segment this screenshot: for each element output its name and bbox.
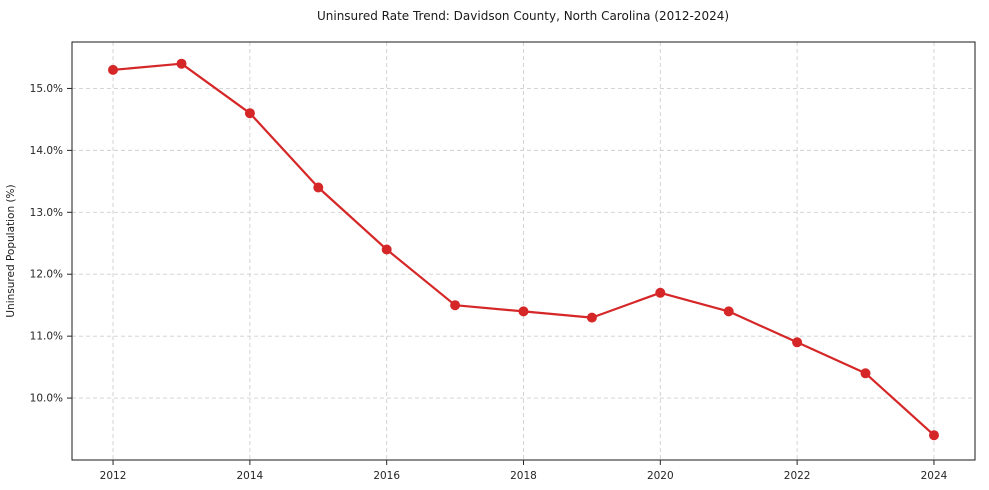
y-tick-label: 11.0% <box>30 331 63 343</box>
data-point-marker <box>792 337 803 348</box>
data-point-marker <box>244 108 255 119</box>
y-tick-label: 15.0% <box>30 83 63 95</box>
data-point-marker <box>313 182 324 193</box>
grid-layer <box>72 42 975 460</box>
data-point-marker <box>518 306 529 317</box>
x-tick-label: 2014 <box>236 470 263 482</box>
data-point-marker <box>655 287 666 298</box>
y-tick-label: 10.0% <box>30 393 63 405</box>
y-tick-label: 13.0% <box>30 207 63 219</box>
chart-title: Uninsured Rate Trend: Davidson County, N… <box>317 9 729 23</box>
x-tick-label: 2024 <box>921 470 948 482</box>
x-tick-label: 2012 <box>100 470 127 482</box>
x-tick-label: 2022 <box>784 470 811 482</box>
data-point-marker <box>929 430 939 441</box>
data-point-marker <box>176 58 187 69</box>
plot-border <box>71 41 976 461</box>
data-point-marker <box>723 306 734 317</box>
y-tick-label: 14.0% <box>30 145 63 157</box>
tick-layer: 10.0% 11.0% 12.0% 13.0% 14.0% 15.0% 2012 2014 20… <box>30 83 948 482</box>
data-point-marker <box>586 312 597 323</box>
x-tick-label: 2018 <box>510 470 537 482</box>
data-point-marker <box>108 64 118 75</box>
data-point-marker <box>381 244 392 255</box>
y-tick-label: 12.0% <box>30 269 63 281</box>
y-axis-label: Uninsured Population (%) <box>5 184 17 317</box>
series-layer <box>108 58 939 441</box>
data-point-marker <box>860 368 871 379</box>
data-point-marker <box>450 300 461 311</box>
x-tick-label: 2020 <box>647 470 674 482</box>
x-tick-label: 2016 <box>373 470 400 482</box>
